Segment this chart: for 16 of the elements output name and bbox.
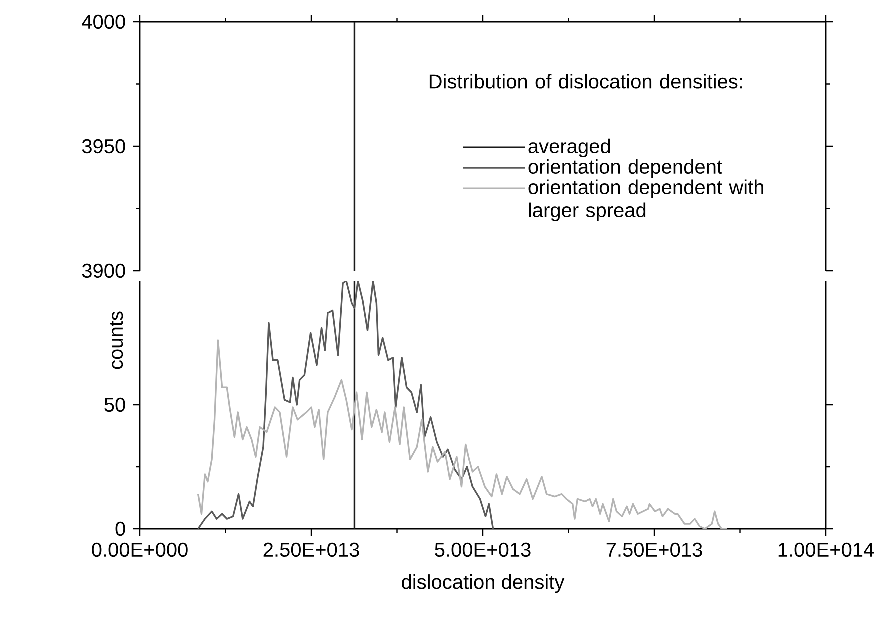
x-tick-label: 1.00E+014	[778, 542, 874, 558]
legend-label: orientation dependent	[528, 159, 722, 178]
legend-label: orientation dependent with larger spread	[528, 180, 764, 222]
x-tick-label: 7.50E+013	[606, 542, 702, 558]
legend-label: averaged	[528, 138, 610, 158]
y-tick-label: 3900	[82, 264, 126, 278]
x-tick-label: 0.00E+000	[92, 542, 188, 558]
x-tick-label: 2.50E+013	[264, 542, 360, 558]
y-axis-title: counts	[110, 312, 124, 370]
legend-title: Distribution of dislocation densities:	[430, 74, 742, 89]
y-tick-label: 3950	[82, 139, 126, 154]
y-tick-label: 4000	[82, 14, 126, 30]
y-tick-label: 0	[116, 522, 126, 536]
x-axis-title: dislocation density	[402, 574, 565, 594]
x-tick-label: 5.00E+013	[435, 542, 531, 558]
y-tick-label: 50	[104, 398, 126, 412]
